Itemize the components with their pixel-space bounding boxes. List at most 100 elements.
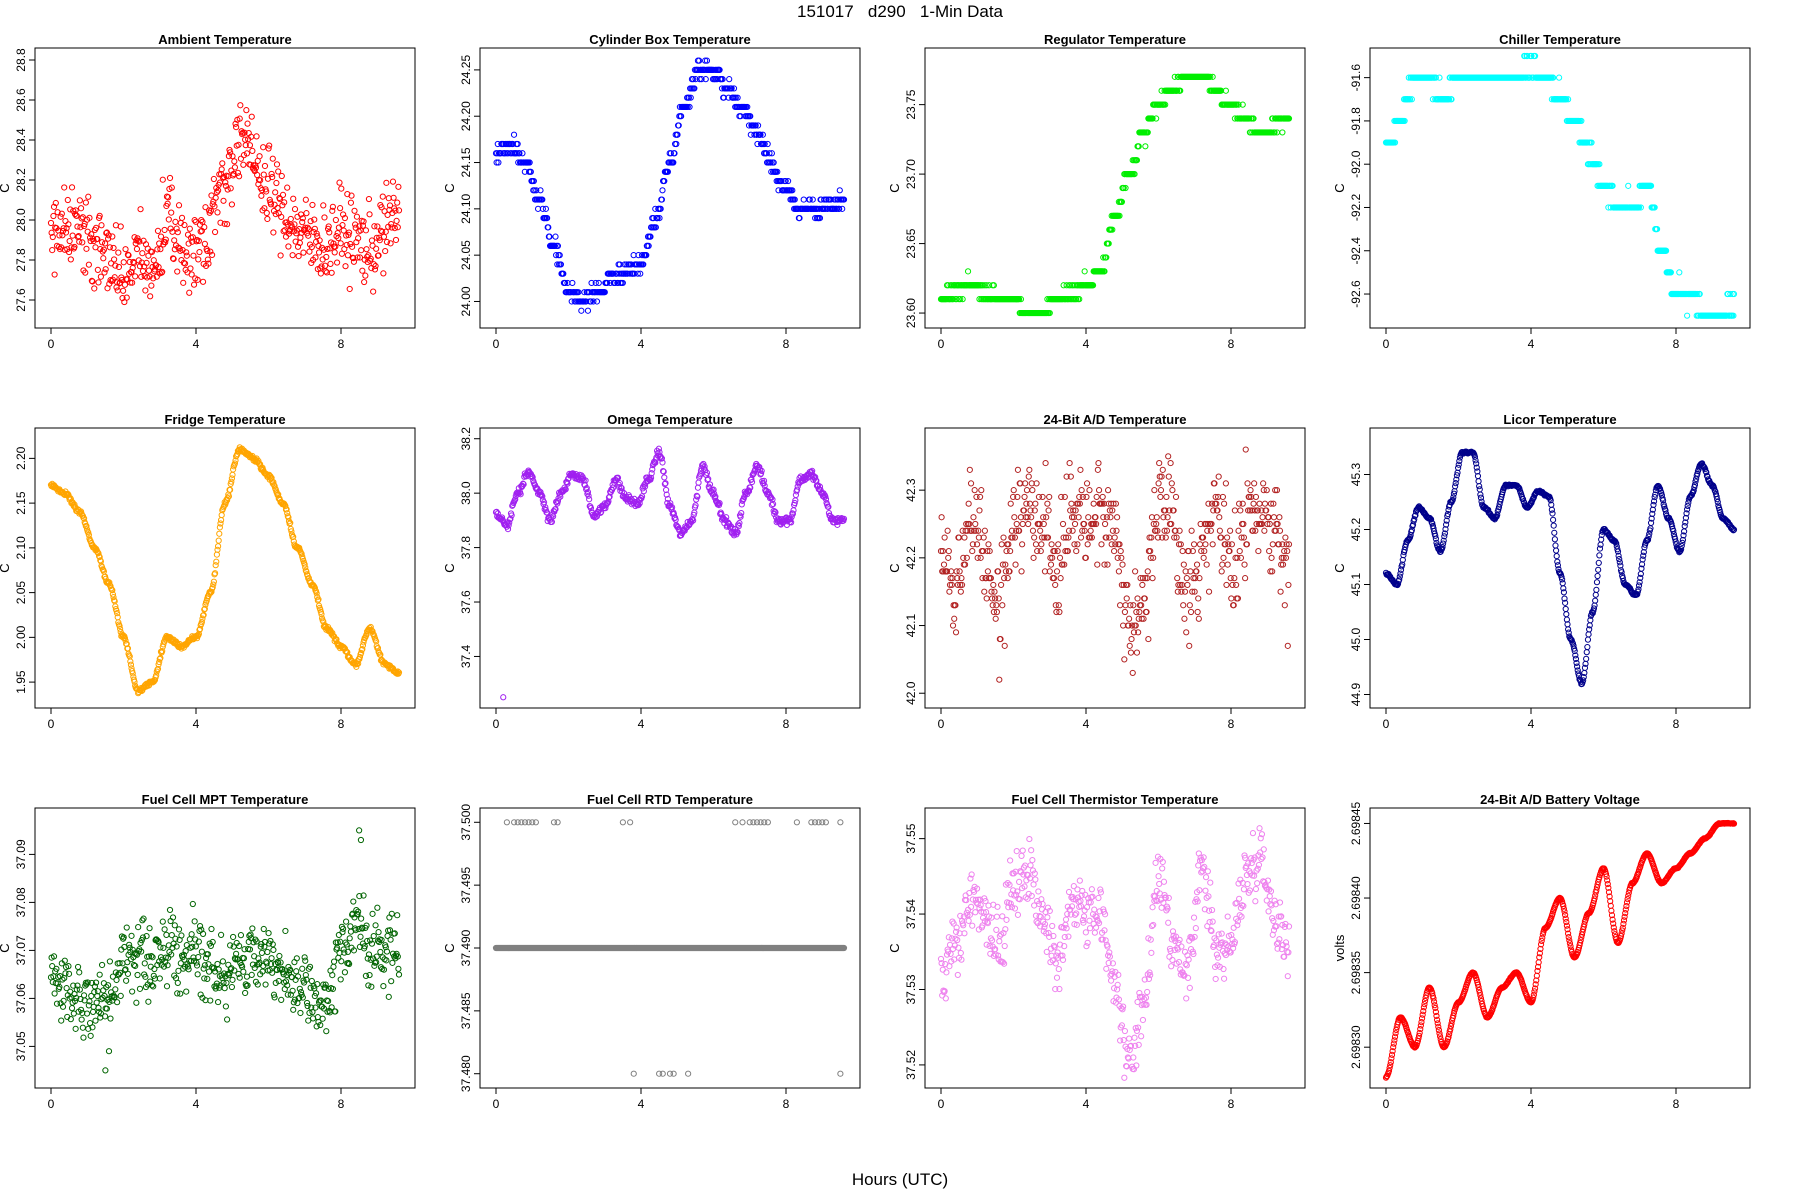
data-point: [136, 238, 143, 245]
data-point: [50, 203, 58, 210]
data-point: [305, 232, 312, 239]
data-point: [562, 279, 569, 287]
data-point: [1132, 568, 1139, 575]
data-point: [380, 233, 388, 240]
data-point: [1074, 500, 1082, 507]
data-point: [791, 499, 798, 507]
x-tick-label: 0: [48, 337, 55, 351]
data-point: [1016, 527, 1023, 534]
panel-title: Omega Temperature: [607, 412, 732, 427]
data-point: [937, 547, 945, 555]
data-point: [578, 307, 585, 314]
data-point: [1207, 73, 1214, 80]
data-point: [1052, 602, 1059, 609]
data-point: [186, 289, 193, 296]
data-point: [1583, 655, 1590, 662]
data-point: [183, 252, 190, 259]
data-point: [652, 459, 659, 466]
data-point: [1085, 514, 1092, 521]
data-point: [175, 202, 183, 209]
data-point: [1080, 520, 1088, 528]
data-point: [1071, 520, 1079, 528]
data-point: [710, 486, 717, 493]
data-point: [129, 670, 136, 677]
data-point: [1001, 575, 1008, 582]
data-point: [664, 168, 672, 175]
data-points: [492, 57, 848, 314]
data-point: [1562, 605, 1569, 613]
data-point: [690, 517, 697, 524]
data-point: [1014, 493, 1021, 501]
data-points: [1382, 448, 1738, 688]
data-point: [156, 658, 163, 666]
data-point: [1108, 541, 1115, 548]
data-point: [255, 457, 262, 464]
data-point: [1552, 542, 1559, 549]
data-point: [959, 296, 966, 303]
data-point: [63, 225, 70, 232]
data-point: [1203, 561, 1210, 568]
data-point: [1139, 581, 1146, 589]
data-point: [69, 232, 76, 239]
data-points: [1382, 52, 1738, 319]
data-point: [274, 204, 281, 212]
x-tick-label: 0: [1383, 717, 1390, 731]
data-point: [221, 220, 228, 227]
data-point: [671, 150, 678, 157]
data-point: [161, 226, 168, 234]
data-point: [93, 999, 100, 1006]
data-point: [1476, 486, 1483, 493]
data-point: [380, 270, 387, 277]
data-point: [383, 179, 390, 186]
data-point: [991, 588, 998, 595]
data-point: [1056, 554, 1064, 561]
data-point: [590, 298, 597, 305]
data-point: [716, 500, 723, 507]
data-point: [1135, 143, 1142, 150]
data-point: [1396, 576, 1403, 583]
data-point: [1245, 507, 1252, 514]
data-point: [1119, 561, 1126, 568]
data-point: [74, 223, 81, 230]
data-point: [342, 263, 349, 270]
data-point: [349, 243, 356, 250]
data-point: [1101, 520, 1109, 528]
data-point: [166, 174, 174, 182]
data-point: [555, 495, 562, 502]
data-point: [991, 595, 999, 602]
data-point: [767, 159, 774, 166]
data-point: [1000, 534, 1007, 541]
data-point: [1011, 534, 1019, 541]
data-point: [329, 629, 336, 637]
data-point: [517, 491, 524, 498]
data-point: [199, 278, 207, 285]
data-point: [159, 176, 166, 183]
data-point: [514, 140, 521, 148]
data-point: [963, 554, 970, 561]
data-point: [1068, 514, 1076, 521]
data-point: [753, 131, 760, 138]
data-point: [210, 175, 217, 183]
y-axis-label: C: [0, 563, 12, 572]
data-point: [1178, 588, 1185, 595]
data-point: [373, 245, 380, 252]
data-point: [941, 534, 948, 541]
data-point: [174, 229, 181, 236]
data-point: [1563, 611, 1570, 618]
data-point: [1195, 595, 1202, 602]
data-point: [1179, 547, 1186, 555]
data-point: [378, 204, 385, 211]
data-point: [1411, 512, 1418, 520]
data-point: [137, 206, 144, 213]
data-point: [217, 516, 225, 524]
data-point: [1136, 608, 1143, 616]
data-point: [840, 196, 848, 203]
data-point: [1228, 541, 1236, 548]
data-point: [527, 168, 534, 175]
data-point: [989, 602, 996, 609]
data-point: [804, 474, 812, 481]
data-point: [202, 204, 209, 211]
data-point: [229, 153, 236, 160]
data-point: [71, 243, 78, 251]
data-point: [1109, 507, 1116, 514]
